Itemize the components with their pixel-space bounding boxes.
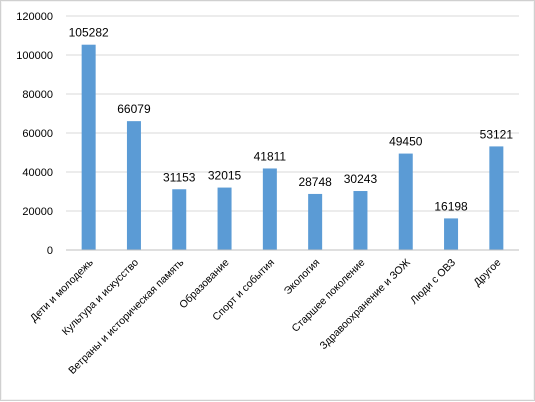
data-label-5: 41811 <box>254 149 287 163</box>
data-label-4: 32015 <box>208 169 242 183</box>
bar-8 <box>398 153 413 250</box>
y-tick-label: 60000 <box>22 128 53 140</box>
category-label-10: Другое <box>471 257 503 289</box>
y-tick-label: 20000 <box>22 206 53 218</box>
data-label-1: 105282 <box>69 26 109 40</box>
y-tick-label: 100000 <box>16 50 53 62</box>
y-tick-label: 40000 <box>22 167 53 179</box>
data-labels: 105282 66079 31153 32015 41811 28748 30243 4945… <box>69 26 514 214</box>
gridlines <box>66 15 519 251</box>
bars <box>81 44 504 250</box>
y-tick-label: 80000 <box>22 89 53 101</box>
category-label-9: Люди с ОВЗ <box>408 257 458 307</box>
data-label-2: 66079 <box>117 102 151 116</box>
data-label-9: 16198 <box>434 199 468 213</box>
category-label-6: Экология <box>282 257 323 298</box>
data-label-3: 31153 <box>163 170 196 184</box>
bar-9 <box>444 218 459 250</box>
data-label-7: 30243 <box>344 172 378 186</box>
bar-10 <box>489 146 504 250</box>
data-label-8: 49450 <box>389 135 423 149</box>
bar-5 <box>262 168 277 250</box>
bar-4 <box>217 187 232 250</box>
bar-6 <box>308 193 323 250</box>
y-tick-label: 0 <box>47 245 53 257</box>
bar-7 <box>353 191 368 250</box>
data-label-6: 28748 <box>298 175 332 189</box>
y-axis-tick-labels: 0 20000 40000 60000 80000 100000 120000 <box>16 11 53 257</box>
bar-1 <box>81 44 96 250</box>
bar-2 <box>126 121 141 250</box>
y-tick-label: 120000 <box>16 11 53 23</box>
category-label-2: Культура и искусство <box>60 257 141 338</box>
data-label-10: 53121 <box>480 127 514 141</box>
category-label-8: Здравоохранение и ЗОЖ <box>318 256 414 352</box>
bar-3 <box>172 189 187 250</box>
